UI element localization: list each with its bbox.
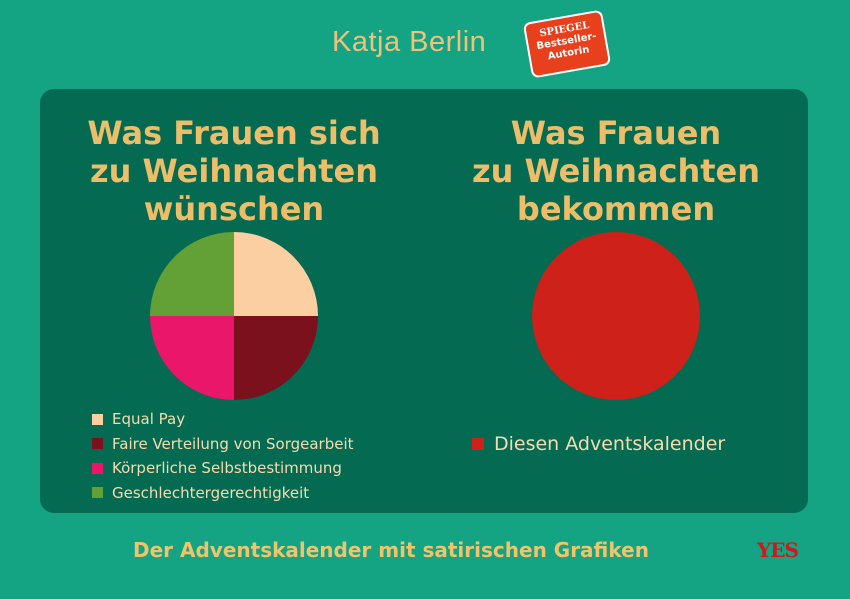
legend-swatch bbox=[92, 487, 103, 499]
legend-swatch bbox=[92, 462, 103, 474]
spiegel-bestseller-badge: SPIEGEL Bestseller- Autorin bbox=[522, 9, 612, 79]
pie-chart-wishes bbox=[150, 232, 318, 400]
pie-slice bbox=[234, 232, 318, 316]
publisher-logo: YES bbox=[757, 538, 799, 562]
legend-item: Körperliche Selbstbestimmung bbox=[92, 456, 354, 481]
legend-label: Faire Verteilung von Sorgearbeit bbox=[112, 434, 354, 453]
legend-label: Körperliche Selbstbestimmung bbox=[112, 459, 342, 478]
legend-item: Faire Verteilung von Sorgearbeit bbox=[92, 432, 354, 457]
legend-gets: Diesen Adventskalender bbox=[472, 433, 725, 455]
pie-slice bbox=[150, 316, 234, 400]
legend-label: Diesen Adventskalender bbox=[494, 433, 726, 455]
pie-slice bbox=[150, 232, 234, 316]
pie-slice bbox=[234, 316, 318, 400]
legend-swatch bbox=[92, 438, 103, 450]
legend-item: Equal Pay bbox=[92, 407, 354, 432]
legend-wishes: Equal Pay Faire Verteilung von Sorgearbe… bbox=[92, 407, 354, 505]
title-line: Was Frauen sich bbox=[87, 114, 381, 152]
title-line: wünschen bbox=[143, 190, 325, 228]
title-line: bekommen bbox=[516, 190, 716, 228]
title-line: Was Frauen bbox=[510, 114, 722, 152]
chart-title-wishes: Was Frauen sich zu Weihnachten wünschen bbox=[54, 114, 414, 228]
title-line: zu Weihnachten bbox=[89, 152, 379, 190]
chart-title-gets: Was Frauen zu Weihnachten bekommen bbox=[436, 114, 796, 228]
legend-label: Geschlechtergerechtigkeit bbox=[112, 483, 310, 502]
pie-slice bbox=[532, 232, 700, 400]
pie-chart-gets bbox=[532, 232, 700, 400]
title-line: zu Weihnachten bbox=[471, 152, 761, 190]
author-name: Katja Berlin bbox=[332, 26, 487, 58]
legend-item: Geschlechtergerechtigkeit bbox=[92, 481, 354, 506]
legend-label: Equal Pay bbox=[112, 410, 186, 429]
legend-swatch bbox=[92, 413, 103, 425]
legend-swatch bbox=[472, 438, 484, 450]
tagline: Der Adventskalender mit satirischen Graf… bbox=[133, 538, 649, 562]
